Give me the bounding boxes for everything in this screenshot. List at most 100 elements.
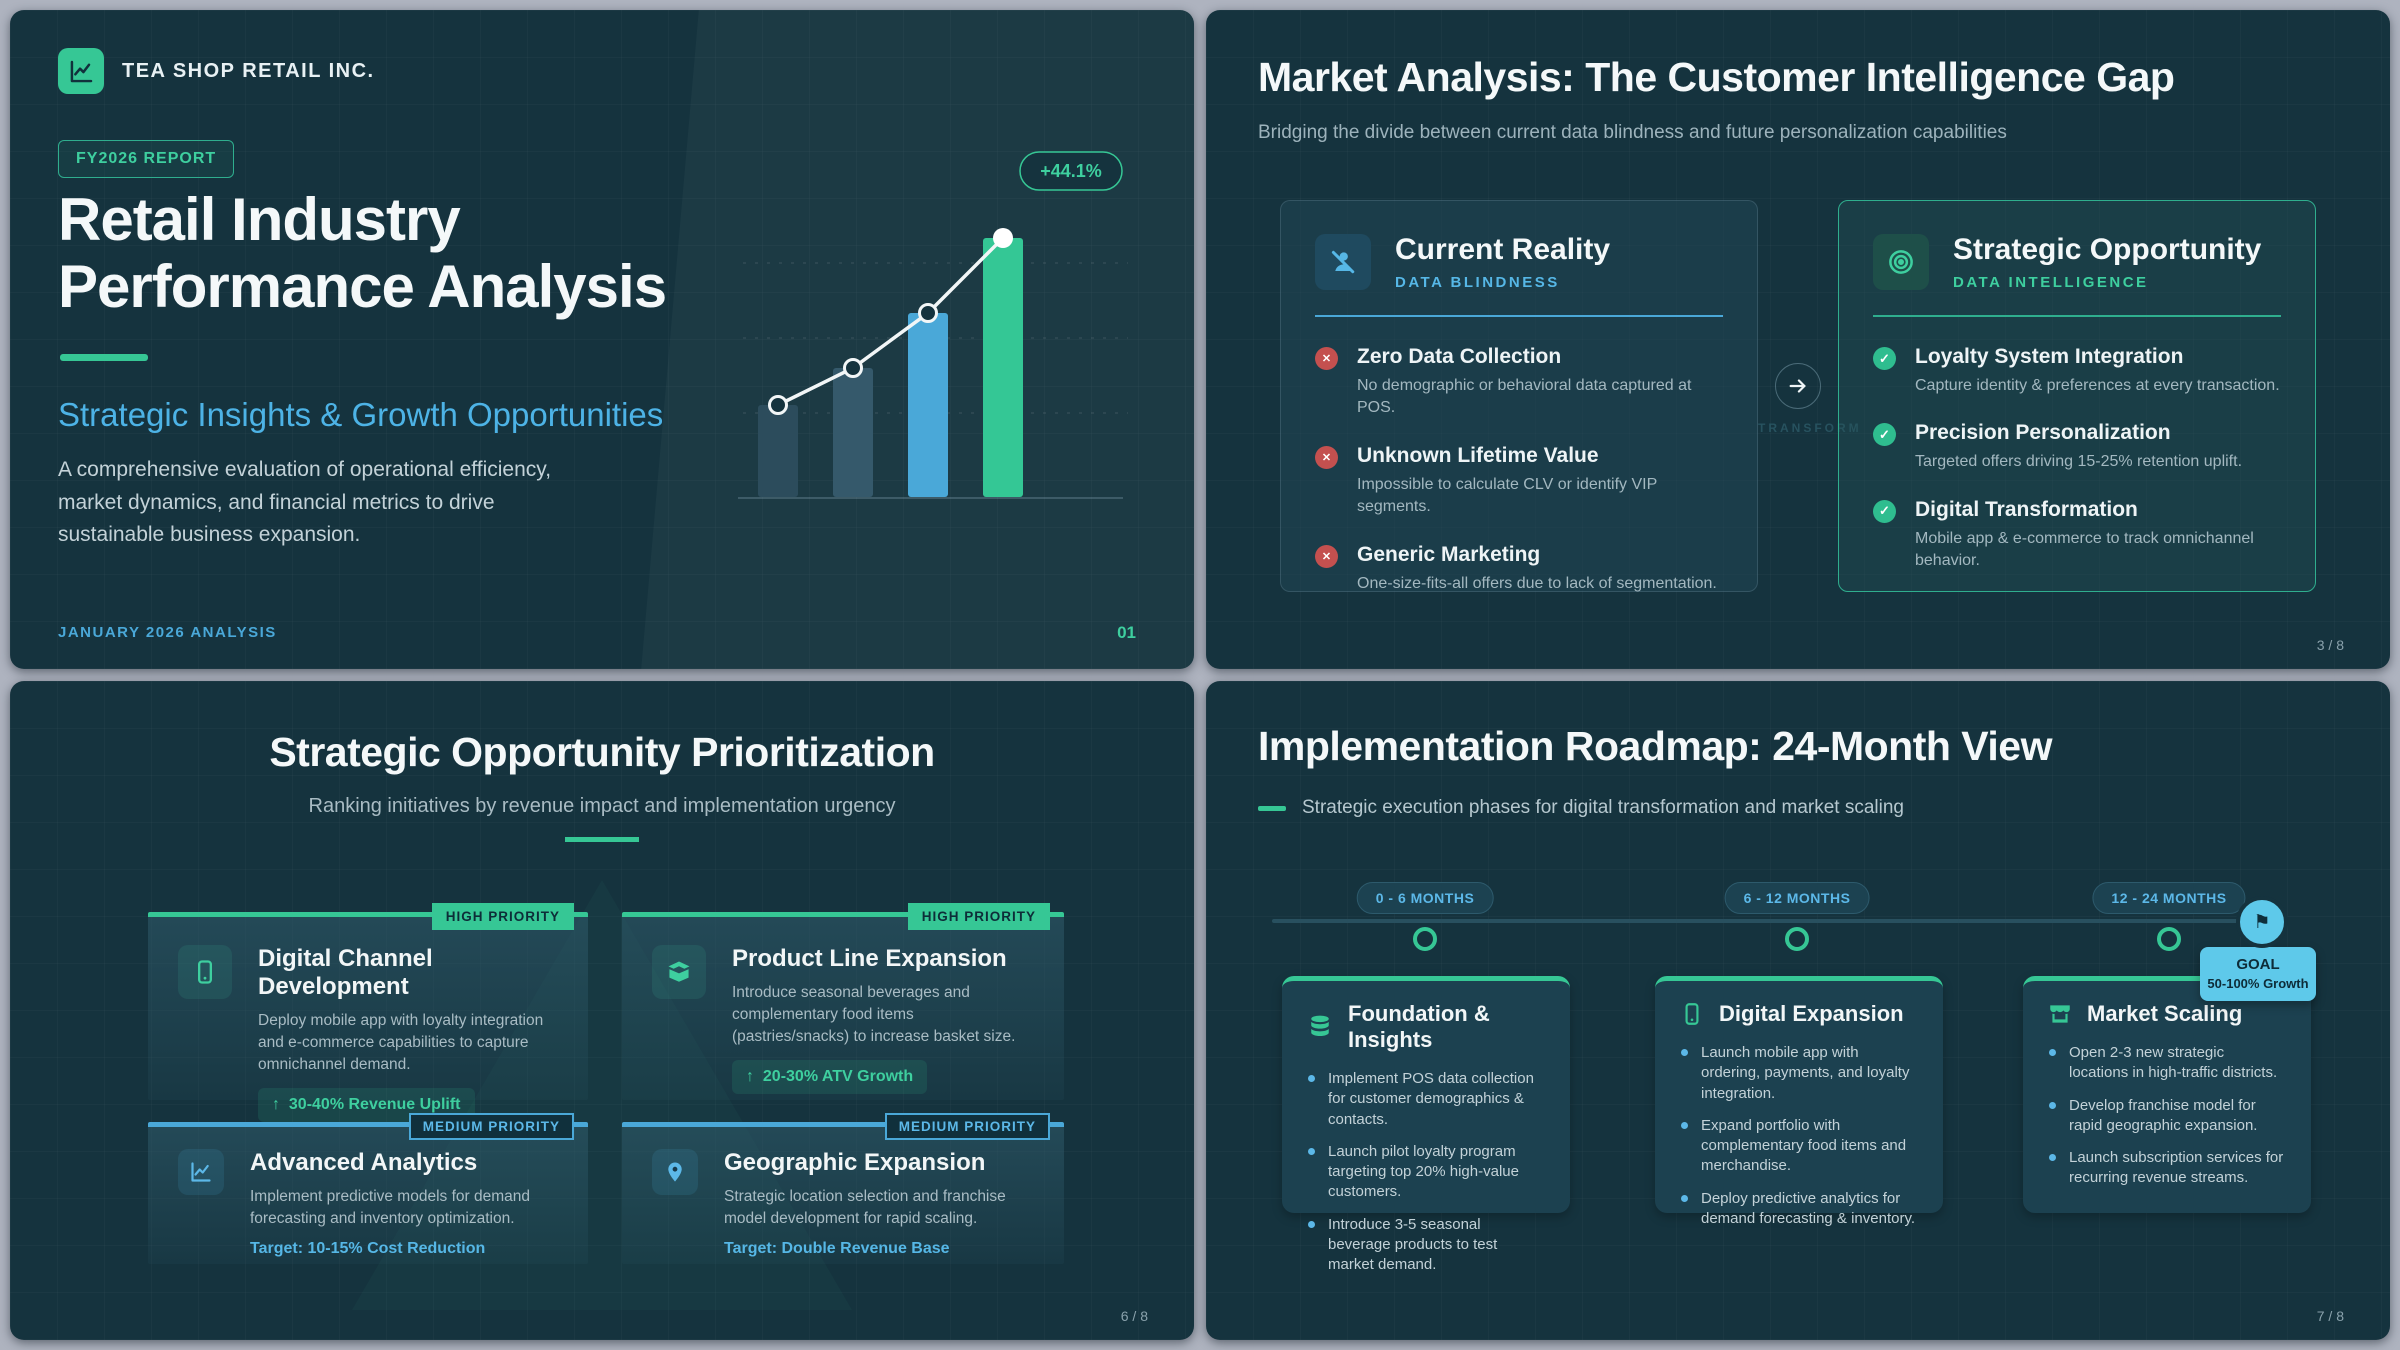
transform-connector: TRANSFORM [1758,363,1862,435]
growth-annotation: +44.1% [1040,161,1102,181]
card-title: Digital Expansion [1719,1001,1904,1026]
roadmap-card-digital: Digital Expansion Launch mobile app with… [1655,976,1943,1227]
card-divider [1315,315,1723,317]
accent-rule [60,354,148,361]
card-tagline: DATA INTELLIGENCE [1953,274,2149,291]
priority-badge: MEDIUM PRIORITY [408,1113,574,1140]
slide-2-market-analysis[interactable]: Market Analysis: The Customer Intelligen… [1206,10,2390,669]
storefront-icon [2047,1001,2073,1027]
accent-dash [1258,805,1286,811]
card-header: Digital Expansion [1679,1001,1919,1027]
check-circle-icon [1873,347,1896,370]
item-description: Mobile app & e-commerce to track omnicha… [1915,529,2254,570]
card-title: Advanced Analytics [250,1149,478,1176]
slide-1-title[interactable]: TEA SHOP RETAIL INC. FY2026 REPORT Retai… [10,10,1194,669]
current-reality-card: Current Reality DATA BLINDNESS Zero Data… [1280,200,1758,592]
x-circle-icon [1315,445,1338,469]
priority-badge: MEDIUM PRIORITY [884,1113,1050,1140]
bullet-item: Open 2-3 new strategic locations in high… [2047,1043,2287,1084]
item-title: Loyalty System Integration [1915,345,2184,368]
report-badge: FY2026 REPORT [58,140,235,178]
card-text: Advanced Analytics Implement predictive … [250,1149,558,1258]
target-text: Target: 10-15% Cost Reduction [250,1240,486,1257]
card-title: Market Scaling [2087,1001,2243,1026]
bullet-item: Expand portfolio with complementary food… [1679,1116,1919,1177]
list-item: Generic Marketing One-size-fits-all offe… [1315,543,1723,595]
slide-title: Retail Industry Performance Analysis [58,186,667,321]
list-item: Precision Personalization Targeted offer… [1873,421,2281,473]
bullet-item: Implement POS data collection for custom… [1306,1069,1546,1130]
arrow-right-icon [1775,363,1821,409]
card-header-text: Current Reality DATA BLINDNESS [1395,233,1610,291]
connector-label: TRANSFORM [1758,421,1862,435]
card-text: Product Line Expansion Introduce seasona… [732,945,1034,1094]
page-number: 3 / 8 [2316,637,2344,653]
card-description: Deploy mobile app with loyalty integrati… [258,1012,544,1073]
slide-title: Implementation Roadmap: 24-Month View [1258,723,2053,769]
slide-3-prioritization[interactable]: Strategic Opportunity Prioritization Ran… [10,681,1194,1340]
bullet-item: Introduce 3-5 seasonal beverage products… [1306,1215,1546,1276]
priority-badge: HIGH PRIORITY [431,903,574,930]
roadmap-card-scaling: Market Scaling Open 2-3 new strategic lo… [2023,976,2311,1213]
page-number: 7 / 8 [2316,1308,2344,1324]
list-item: Unknown Lifetime Value Impossible to cal… [1315,444,1723,519]
goal-label: GOAL [2236,956,2280,973]
chart-line-icon [178,1149,224,1195]
slide-title-line2: Performance Analysis [58,253,667,321]
growth-bar-chart: +44.1% [738,151,1128,499]
card-header: Market Scaling [2047,1001,2287,1027]
priority-badge: HIGH PRIORITY [907,903,1050,930]
item-description: Impossible to calculate CLV or identify … [1357,475,1657,516]
timeline-node [1785,927,1809,951]
bullet-item: Launch mobile app with ordering, payment… [1679,1043,1919,1104]
smartphone-icon [1679,1001,1705,1027]
target-icon [1873,234,1929,290]
slide-title: Strategic Opportunity Prioritization [269,729,935,775]
phase-pill-3: 12 - 24 MONTHS [2092,882,2246,914]
metric-pill: 20-30% ATV Growth [732,1060,928,1094]
card-body: Advanced Analytics Implement predictive … [178,1149,558,1258]
timeline-line [1272,919,2256,923]
x-circle-icon [1315,347,1338,370]
person-slash-icon [1315,234,1371,290]
card-title: Current Reality [1395,233,1611,266]
item-title: Zero Data Collection [1357,345,1562,368]
card-title: Geographic Expansion [724,1149,986,1176]
brand-row: TEA SHOP RETAIL INC. [58,48,375,94]
slide-subtitle: Strategic Insights & Growth Opportunitie… [58,396,664,433]
slide-description: A comprehensive evaluation of operationa… [58,458,552,547]
bullet-item: Launch pilot loyalty program targeting t… [1306,1142,1546,1203]
item-title: Digital Transformation [1915,497,2138,521]
card-divider [1873,315,2281,317]
package-icon [652,945,706,999]
metric-pill: 30-40% Revenue Uplift [258,1088,475,1122]
card-body: Product Line Expansion Introduce seasona… [652,945,1034,1094]
card-header: Current Reality DATA BLINDNESS [1315,233,1723,291]
list-item: Zero Data Collection No demographic or b… [1315,345,1723,420]
smartphone-icon [178,945,232,999]
chart-line-icon [58,48,104,94]
slide-subtitle: Ranking initiatives by revenue impact an… [308,795,896,817]
target-text: Target: Double Revenue Base [724,1240,950,1257]
page-number: 6 / 8 [1120,1308,1148,1324]
slide-4-roadmap[interactable]: Implementation Roadmap: 24-Month View St… [1206,681,2390,1340]
card-body: Geographic Expansion Strategic location … [652,1149,1034,1258]
check-circle-icon [1873,499,1896,523]
flag-icon: ⚑ [2236,896,2288,948]
subtitle-row: Strategic execution phases for digital t… [1258,797,1904,819]
map-pin-icon [652,1149,698,1195]
page-number: 01 [1117,623,1136,642]
card-text: Digital Channel Development Deploy mobil… [258,945,558,1122]
card-title: Product Line Expansion [732,945,1007,972]
item-description: Capture identity & preferences at every … [1915,377,2280,394]
card-title: Digital Channel Development [258,945,433,1000]
bullet-list: Open 2-3 new strategic locations in high… [2047,1043,2287,1189]
bullet-item: Launch subscription services for recurri… [2047,1148,2287,1189]
item-title: Unknown Lifetime Value [1357,443,1599,467]
bullet-list: Launch mobile app with ordering, payment… [1679,1043,1919,1229]
list-item: Digital Transformation Mobile app & e-co… [1873,498,2281,573]
bullet-list: Implement POS data collection for custom… [1306,1069,1546,1275]
item-description: No demographic or behavioral data captur… [1357,377,1692,417]
roadmap-card-foundation: Foundation & Insights Implement POS data… [1282,976,1570,1273]
goal-value: 50-100% Growth [2207,976,2309,991]
